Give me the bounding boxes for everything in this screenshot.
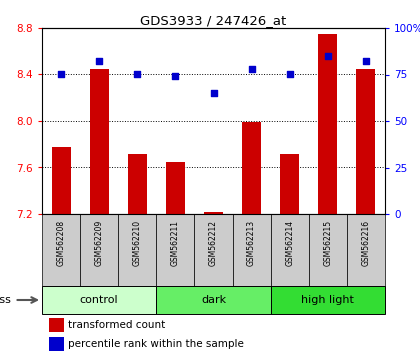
Text: GSM562213: GSM562213 xyxy=(247,220,256,266)
Bar xyxy=(194,214,233,286)
Bar xyxy=(270,286,385,314)
Text: GSM562212: GSM562212 xyxy=(209,220,218,266)
Bar xyxy=(42,214,80,286)
Text: GSM562209: GSM562209 xyxy=(94,220,104,266)
Text: GSM562208: GSM562208 xyxy=(57,220,66,266)
Bar xyxy=(156,286,270,314)
Text: stress: stress xyxy=(0,295,11,305)
Text: GSM562210: GSM562210 xyxy=(133,220,142,266)
Bar xyxy=(52,147,71,214)
Bar xyxy=(128,154,147,214)
Bar xyxy=(347,214,385,286)
Text: GSM562216: GSM562216 xyxy=(362,220,370,266)
Point xyxy=(248,66,255,72)
Text: percentile rank within the sample: percentile rank within the sample xyxy=(68,339,244,349)
Title: GDS3933 / 247426_at: GDS3933 / 247426_at xyxy=(140,14,286,27)
Bar xyxy=(80,214,118,286)
Point xyxy=(362,59,369,64)
Text: transformed count: transformed count xyxy=(68,320,165,330)
Point xyxy=(325,53,331,59)
Bar xyxy=(89,69,109,214)
Text: high light: high light xyxy=(302,295,354,305)
Text: GSM562211: GSM562211 xyxy=(171,220,180,266)
Text: GSM562215: GSM562215 xyxy=(323,220,332,266)
Bar xyxy=(233,214,270,286)
Bar xyxy=(49,318,64,332)
Point xyxy=(286,72,293,77)
Point xyxy=(210,90,217,96)
Bar xyxy=(204,212,223,214)
Bar xyxy=(166,162,185,214)
Bar xyxy=(42,286,156,314)
Point xyxy=(172,74,179,79)
Bar xyxy=(118,214,156,286)
Text: control: control xyxy=(80,295,118,305)
Point xyxy=(58,72,64,77)
Bar xyxy=(156,214,194,286)
Bar xyxy=(318,34,337,214)
Bar xyxy=(270,214,309,286)
Text: GSM562214: GSM562214 xyxy=(285,220,294,266)
Point xyxy=(134,72,141,77)
Bar xyxy=(49,337,64,351)
Bar xyxy=(242,122,261,214)
Bar xyxy=(357,69,375,214)
Bar xyxy=(280,154,299,214)
Text: dark: dark xyxy=(201,295,226,305)
Point xyxy=(96,59,102,64)
Bar xyxy=(309,214,347,286)
